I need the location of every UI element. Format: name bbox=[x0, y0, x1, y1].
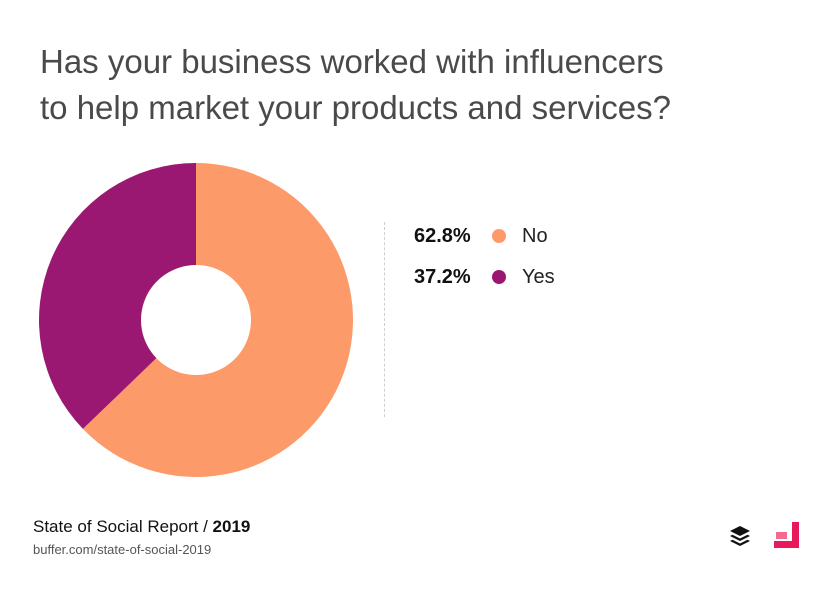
report-year: 2019 bbox=[212, 517, 251, 536]
legend-swatch-yes bbox=[492, 270, 506, 284]
legend-divider bbox=[384, 222, 385, 417]
report-name: State of Social Report / 2019 bbox=[33, 517, 250, 537]
report-title: State of Social Report / bbox=[33, 517, 213, 536]
footer: State of Social Report / 2019 buffer.com… bbox=[33, 517, 250, 557]
legend-item-yes: 37.2% Yes bbox=[414, 264, 555, 290]
donut-slice-yes bbox=[39, 163, 197, 429]
chart-title: Has your business worked with influencer… bbox=[40, 39, 800, 131]
legend-percent-yes: 37.2% bbox=[414, 265, 471, 288]
chart-title-line-2: to help market your products and service… bbox=[40, 89, 671, 126]
buffer-logo-icon bbox=[730, 526, 750, 546]
legend-percent-no: 62.8% bbox=[414, 224, 471, 247]
brand-logo-icon bbox=[774, 522, 799, 548]
donut-slice-no bbox=[82, 163, 353, 477]
legend: 62.8% No 37.2% Yes bbox=[414, 223, 555, 305]
chart-title-line-1: Has your business worked with influencer… bbox=[40, 43, 664, 80]
legend-label-yes: Yes bbox=[522, 265, 555, 288]
donut-chart bbox=[39, 163, 353, 477]
legend-item-no: 62.8% No bbox=[414, 223, 555, 249]
report-url: buffer.com/state-of-social-2019 bbox=[33, 542, 212, 557]
legend-swatch-no bbox=[492, 229, 506, 243]
legend-label-no: No bbox=[522, 224, 548, 247]
